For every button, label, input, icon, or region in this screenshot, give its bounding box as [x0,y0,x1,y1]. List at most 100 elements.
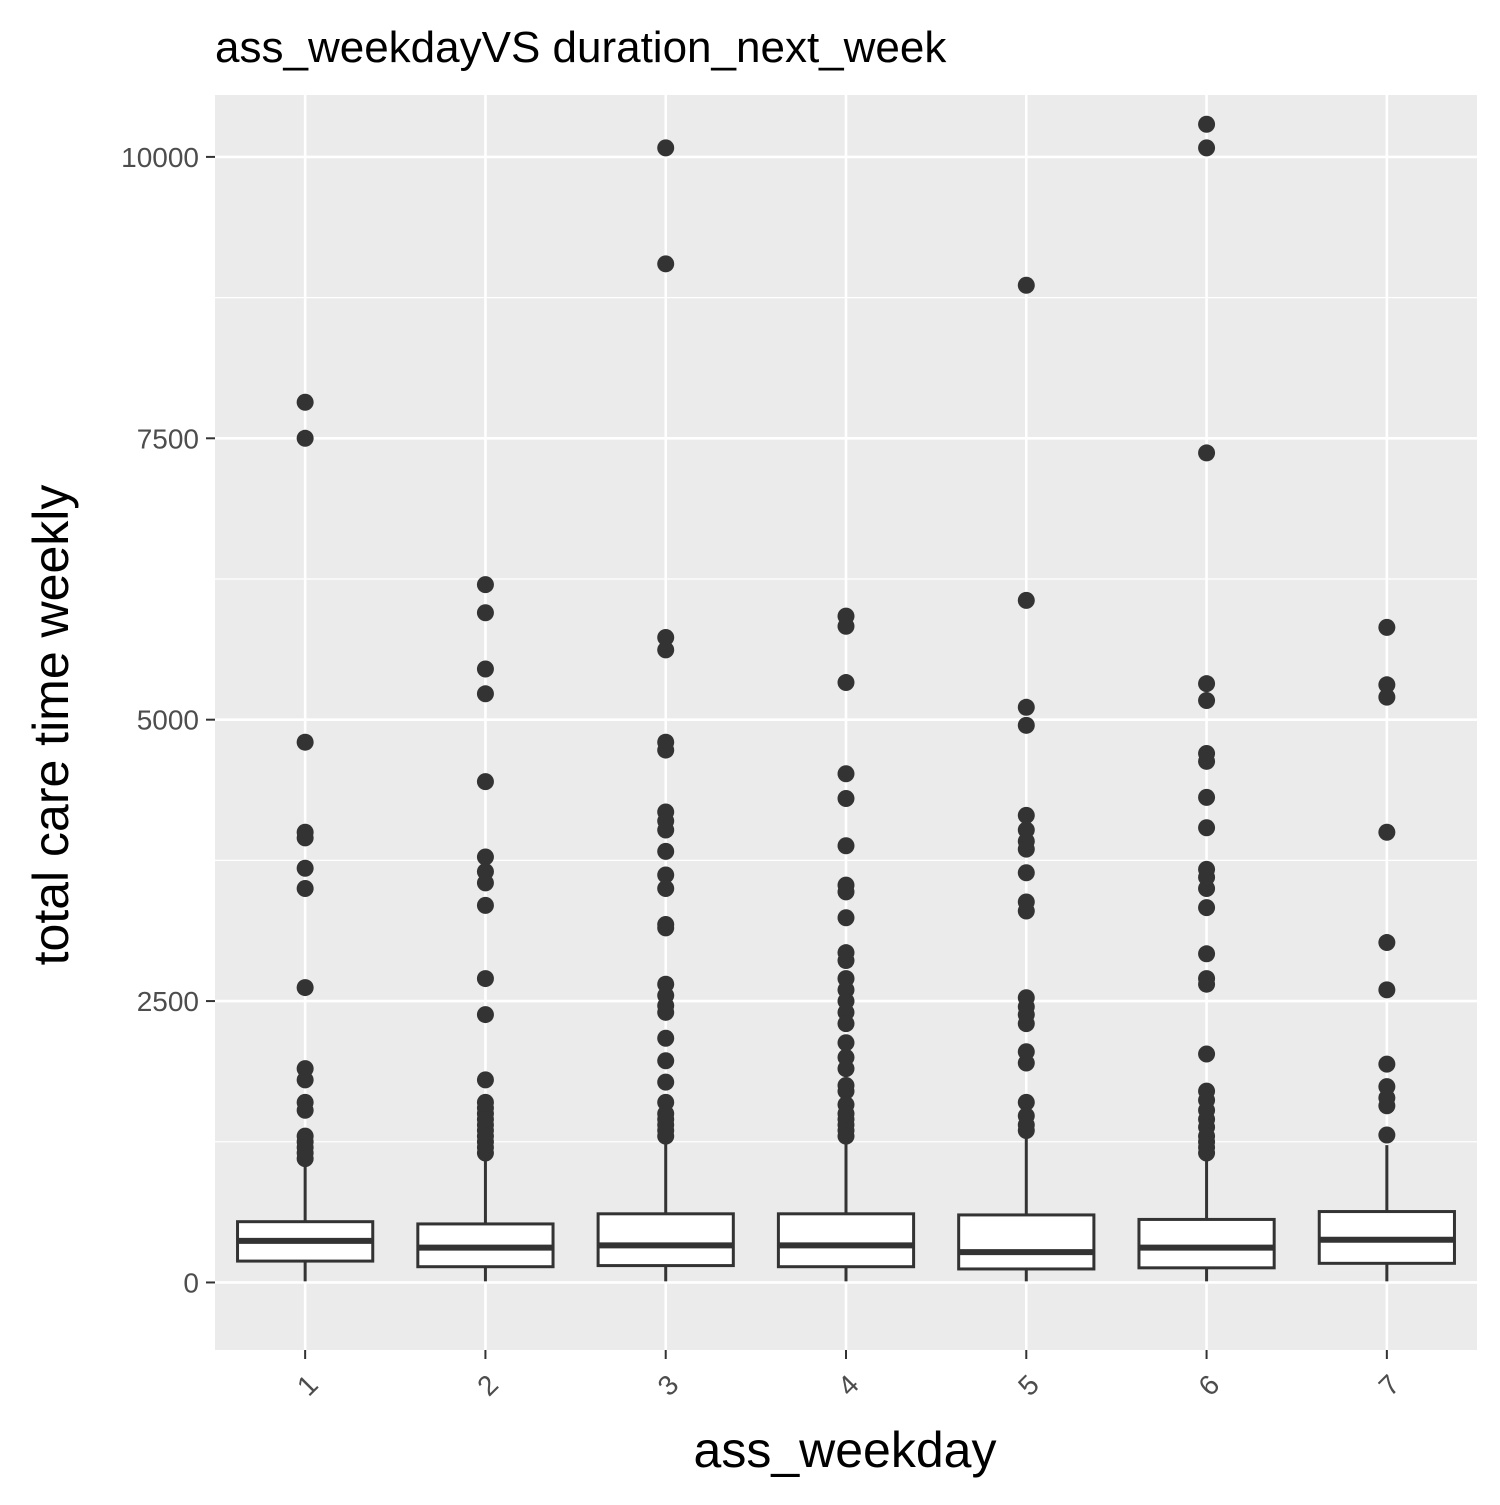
outlier-point [1198,444,1216,462]
outlier-point [837,1127,855,1145]
outlier-point [657,842,675,860]
outlier-point [296,1150,314,1168]
outlier-point [837,837,855,855]
y-tick-label: 5000 [137,705,199,736]
outlier-point [1017,591,1035,609]
outlier-point [837,1034,855,1052]
box-iqr [776,1212,916,1269]
outlier-point [1378,688,1396,706]
x-axis-title: ass_weekday [694,1422,997,1478]
outlier-point [1378,1055,1396,1073]
outlier-point [1017,902,1035,920]
outlier-point [657,139,675,157]
outlier-point [837,674,855,692]
outlier-point [1017,1122,1035,1140]
outlier-point [657,821,675,839]
outlier-point [476,1071,494,1089]
box-group [596,139,735,1282]
outlier-point [837,909,855,927]
outlier-point [1017,840,1035,858]
outlier-point [296,1101,314,1119]
outlier-point [1378,1097,1396,1115]
outlier-point [1378,934,1396,952]
outlier-point [837,1015,855,1033]
outlier-point [657,1003,675,1021]
box-group [1137,115,1276,1282]
box-iqr [596,1212,735,1268]
outlier-point [837,617,855,635]
outlier-point [476,773,494,791]
outlier-point [1198,675,1216,693]
outlier-point [296,880,314,898]
outlier-point [476,660,494,678]
outlier-point [837,789,855,807]
outlier-point [476,1144,494,1162]
outlier-point [1017,1093,1035,1111]
outlier-point [1198,1045,1216,1063]
outlier-point [1378,823,1396,841]
outlier-point [476,970,494,988]
outlier-point [296,979,314,997]
outlier-point [657,741,675,759]
outlier-point [657,641,675,659]
box-iqr [1137,1217,1276,1270]
y-tick-label: 0 [183,1267,199,1298]
outlier-point [1198,819,1216,837]
outlier-point [1378,676,1396,694]
y-tick-label: 10000 [121,142,199,173]
outlier-point [296,829,314,847]
outlier-point [1017,716,1035,734]
y-tick-label: 7500 [137,423,199,454]
y-tick-label: 2500 [137,986,199,1017]
outlier-point [1198,139,1216,157]
outlier-point [1378,981,1396,999]
outlier-point [476,848,494,866]
outlier-point [476,874,494,892]
outlier-point [657,255,675,273]
outlier-point [1198,1144,1216,1162]
outlier-point [296,393,314,411]
outlier-point [657,1127,675,1145]
outlier-point [1198,752,1216,770]
outlier-point [837,952,855,970]
chart-title: ass_weekdayVS duration_next_week [215,23,947,72]
outlier-point [1198,975,1216,993]
outlier-point [476,685,494,703]
outlier-point [657,880,675,898]
outlier-point [657,1073,675,1091]
box-group [236,393,375,1282]
outlier-point [657,866,675,884]
outlier-point [1017,276,1035,294]
outlier-point [476,576,494,594]
box-iqr [957,1213,1096,1271]
box-group [416,576,555,1282]
outlier-point [1378,618,1396,636]
outlier-point [1198,115,1216,133]
outlier-point [1198,899,1216,917]
outlier-point [1017,864,1035,882]
outlier-point [1198,945,1216,963]
outlier-point [837,1060,855,1078]
outlier-point [296,859,314,877]
outlier-point [837,883,855,901]
y-axis-title: total care time weekly [23,485,79,966]
outlier-point [476,604,494,622]
outlier-point [837,765,855,783]
box-group [957,276,1096,1282]
outlier-point [837,1082,855,1100]
outlier-point [657,1052,675,1070]
outlier-point [296,1071,314,1089]
outlier-point [476,1006,494,1024]
outlier-point [657,629,675,647]
outlier-point [657,919,675,937]
outlier-point [657,1029,675,1047]
outlier-point [1017,1015,1035,1033]
outlier-point [296,733,314,751]
outlier-point [1378,1126,1396,1144]
outlier-point [1017,698,1035,716]
box-group [1317,618,1456,1282]
outlier-point [1017,806,1035,824]
